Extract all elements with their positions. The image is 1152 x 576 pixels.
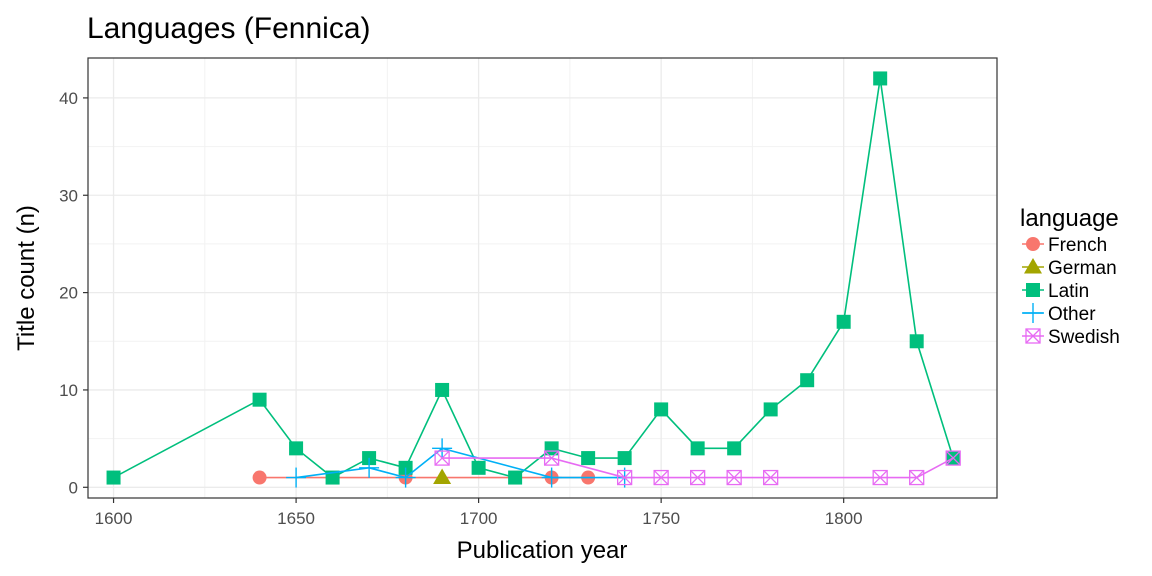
marker-cross-b [544,450,560,466]
data-point-swedish [872,469,888,486]
data-point-swedish [726,469,742,486]
data-point-swedish [543,450,560,466]
marker-cross-b [909,470,925,486]
legend-title: language [1020,205,1119,232]
grid-lines [88,58,997,498]
series-line-other [295,447,625,479]
legend-item-german: German [1022,258,1117,279]
x-tick-label: 1600 [95,509,133,528]
legend-label-latin: Latin [1048,281,1089,302]
data-point-latin [581,451,596,466]
marker-box [1025,328,1041,344]
data-point-latin [289,441,304,456]
data-point-latin [106,470,121,485]
legend-marker-french [1026,237,1040,251]
data-point-latin [617,451,632,466]
x-tick-label: 1650 [277,509,315,528]
series-swedish [434,450,961,486]
x-tick-label: 1700 [460,509,498,528]
plot-panel [88,58,997,498]
data-point-latin [544,441,559,456]
marker-cross-b [617,470,633,486]
data-point-latin [800,373,815,388]
marker-box [434,450,450,466]
data-point-other [432,438,453,459]
legend-item-latin: Latin [1022,281,1089,302]
marker-box [726,469,742,486]
y-tick-label: 10 [59,381,78,400]
data-point-latin [471,460,486,475]
legend-label-swedish: Swedish [1048,327,1120,348]
marker-cross-b [434,450,450,466]
marker-box [909,469,925,486]
series-german [433,468,452,485]
legend-marker-latin [1026,283,1040,297]
legend-item-french: French [1022,235,1107,256]
data-point-french [252,470,267,485]
data-point-latin [252,392,267,407]
marker-box [543,450,560,466]
x-tick-label: 1750 [642,509,680,528]
data-point-other [286,467,307,488]
legend-item-other: Other [1022,303,1096,325]
data-point-swedish [434,450,450,466]
data-point-swedish [653,469,669,486]
data-point-latin [435,382,450,397]
y-tick-label: 30 [59,186,78,205]
data-point-latin [909,334,924,349]
data-point-latin [325,470,340,485]
data-point-other [395,467,416,488]
y-tick-label: 20 [59,284,78,303]
data-point-swedish [616,469,633,486]
x-tick-label: 1800 [825,509,863,528]
y-axis: 0 10 20 30 40 [59,89,88,497]
marker-box [763,469,779,486]
data-point-latin [836,314,851,329]
data-point-swedish [945,450,961,466]
data-point-latin [727,441,742,456]
legend-marker-swedish [1025,328,1041,344]
legend-marker-german [1024,258,1042,274]
data-point-other [541,467,562,488]
marker-cross-b [690,470,706,486]
chart-title: Languages (Fennica) [87,12,371,45]
marker-box [653,469,669,486]
marker-cross-b [1025,328,1041,344]
y-tick-label: 0 [69,478,78,497]
x-axis: 1600 1650 1700 1750 1800 [95,498,863,528]
data-point-latin [873,71,888,86]
marker-cross-b [763,470,779,486]
data-point-latin [508,470,523,485]
series-line-swedish [442,457,954,479]
legend-marker-other [1023,303,1043,323]
series-layer [106,71,961,488]
legend-label-other: Other [1048,304,1096,325]
marker-cross-b [945,450,961,466]
data-point-other [359,457,380,478]
data-point-swedish [763,469,779,486]
marker-cross-b [872,470,888,486]
marker-cross-b [653,470,669,486]
legend-label-german: German [1048,258,1117,279]
marker-box [690,469,706,486]
plot-border [87,57,998,499]
marker-box [616,469,633,486]
data-point-swedish [690,469,706,486]
legend-label-french: French [1048,235,1107,256]
marker-cross-b [726,470,742,486]
data-point-german [433,468,452,485]
y-axis-title: Title count (n) [13,205,40,351]
x-axis-title: Publication year [457,537,628,564]
marker-box [872,469,888,486]
data-point-swedish [909,469,925,486]
legend-item-swedish: Swedish [1022,327,1120,348]
data-point-latin [763,402,778,417]
data-point-latin [654,402,669,417]
data-point-latin [690,441,705,456]
y-tick-label: 40 [59,89,78,108]
marker-box [945,450,961,466]
